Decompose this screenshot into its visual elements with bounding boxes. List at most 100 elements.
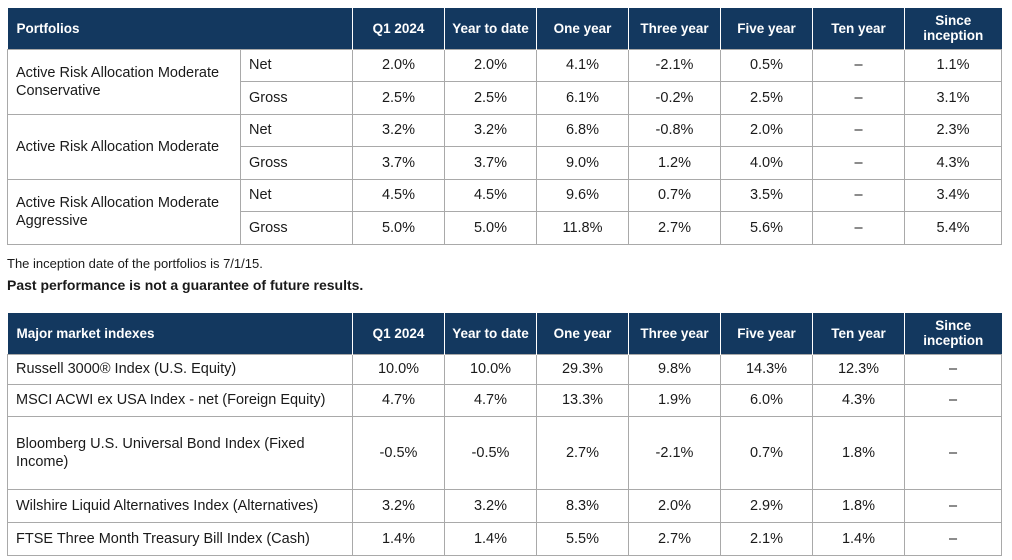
value-cell: 6.8% xyxy=(536,113,629,147)
value-cell: 0.7% xyxy=(720,415,813,490)
value-cell: – xyxy=(904,488,1002,523)
header-since-inception: Since inception xyxy=(904,313,1002,354)
value-cell: 4.0% xyxy=(720,146,813,180)
header-three-year: Three year xyxy=(628,313,721,354)
portfolios-table: Portfolios Q1 2024 Year to date One year… xyxy=(7,8,1002,245)
table-row: FTSE Three Month Treasury Bill Index (Ca… xyxy=(7,521,1002,556)
value-cell: 13.3% xyxy=(536,383,629,417)
value-cell: 3.7% xyxy=(444,146,537,180)
portfolio-name: Active Risk Allocation Moderate Conserva… xyxy=(7,48,241,115)
value-cell: 5.4% xyxy=(904,211,1002,245)
value-cell: 1.9% xyxy=(628,383,721,417)
value-cell: – xyxy=(812,211,905,245)
table-row: Active Risk Allocation Moderate Conserva… xyxy=(7,48,1002,115)
table-row: Wilshire Liquid Alternatives Index (Alte… xyxy=(7,488,1002,523)
value-cell: 2.0% xyxy=(352,48,445,82)
value-cell: 2.0% xyxy=(720,113,813,147)
index-name: Wilshire Liquid Alternatives Index (Alte… xyxy=(7,488,353,523)
value-cell: 4.1% xyxy=(536,48,629,82)
value-cell: 1.8% xyxy=(812,415,905,490)
value-cell: – xyxy=(812,48,905,82)
header-year-to-date: Year to date xyxy=(444,8,537,49)
value-cell: 2.1% xyxy=(720,521,813,556)
value-cell: 1.8% xyxy=(812,488,905,523)
value-cell: 1.1% xyxy=(904,48,1002,82)
value-cell: – xyxy=(904,353,1002,385)
value-cell: 9.8% xyxy=(628,353,721,385)
value-cell: 3.4% xyxy=(904,178,1002,212)
value-cell: 2.5% xyxy=(352,81,445,115)
value-cell: 1.2% xyxy=(628,146,721,180)
value-cell: – xyxy=(812,81,905,115)
header-ten-year: Ten year xyxy=(812,313,905,354)
return-type: Net xyxy=(240,113,353,147)
value-cell: 4.7% xyxy=(444,383,537,417)
value-cell: 5.0% xyxy=(444,211,537,245)
header-five-year: Five year xyxy=(720,8,813,49)
indexes-table: Major market indexes Q1 2024 Year to dat… xyxy=(7,313,1002,556)
value-cell: 3.2% xyxy=(444,488,537,523)
value-cell: 2.7% xyxy=(536,415,629,490)
value-cell: -0.8% xyxy=(628,113,721,147)
value-cell: 0.7% xyxy=(628,178,721,212)
inception-note: The inception date of the portfolios is … xyxy=(7,256,263,271)
value-cell: 2.3% xyxy=(904,113,1002,147)
table-row: Bloomberg U.S. Universal Bond Index (Fix… xyxy=(7,415,1002,490)
return-type: Gross xyxy=(240,81,353,115)
table-row: Active Risk Allocation Moderate Aggressi… xyxy=(7,178,1002,245)
value-cell: 10.0% xyxy=(352,353,445,385)
portfolios-header-row: Portfolios Q1 2024 Year to date One year… xyxy=(7,8,1002,49)
value-cell: 5.5% xyxy=(536,521,629,556)
value-cell: 2.5% xyxy=(720,81,813,115)
value-cell: 14.3% xyxy=(720,353,813,385)
value-cell: 4.3% xyxy=(904,146,1002,180)
header-one-year: One year xyxy=(536,8,629,49)
table-row: Gross 2.5% 2.5% 6.1% -0.2% 2.5% – 3.1% xyxy=(8,81,1002,115)
value-cell: 2.7% xyxy=(628,211,721,245)
value-cell: 1.4% xyxy=(812,521,905,556)
index-name: Bloomberg U.S. Universal Bond Index (Fix… xyxy=(7,415,353,490)
value-cell: 3.2% xyxy=(444,113,537,147)
header-three-year: Three year xyxy=(628,8,721,49)
header-since-inception: Since inception xyxy=(904,8,1002,49)
value-cell: 2.0% xyxy=(444,48,537,82)
value-cell: 3.2% xyxy=(352,488,445,523)
indexes-header-row: Major market indexes Q1 2024 Year to dat… xyxy=(7,313,1002,354)
portfolio-name: Active Risk Allocation Moderate Aggressi… xyxy=(7,178,241,245)
value-cell: – xyxy=(812,178,905,212)
value-cell: 2.0% xyxy=(628,488,721,523)
header-major-market-indexes: Major market indexes xyxy=(7,313,353,354)
value-cell: 0.5% xyxy=(720,48,813,82)
header-portfolios: Portfolios xyxy=(7,8,353,49)
value-cell: -2.1% xyxy=(628,415,721,490)
return-type: Gross xyxy=(240,211,353,245)
value-cell: – xyxy=(812,146,905,180)
value-cell: 3.1% xyxy=(904,81,1002,115)
value-cell: 9.0% xyxy=(536,146,629,180)
value-cell: – xyxy=(904,383,1002,417)
value-cell: 29.3% xyxy=(536,353,629,385)
return-type: Net xyxy=(240,178,353,212)
value-cell: 3.5% xyxy=(720,178,813,212)
index-name: Russell 3000® Index (U.S. Equity) xyxy=(7,353,353,385)
header-ten-year: Ten year xyxy=(812,8,905,49)
header-q1-2024: Q1 2024 xyxy=(352,313,445,354)
value-cell: 6.1% xyxy=(536,81,629,115)
header-one-year: One year xyxy=(536,313,629,354)
value-cell: 11.8% xyxy=(536,211,629,245)
return-type: Net xyxy=(240,48,353,82)
performance-disclaimer: Past performance is not a guarantee of f… xyxy=(7,277,364,293)
value-cell: 6.0% xyxy=(720,383,813,417)
table-row: Russell 3000® Index (U.S. Equity) 10.0% … xyxy=(7,353,1002,385)
value-cell: -0.5% xyxy=(444,415,537,490)
header-year-to-date: Year to date xyxy=(444,313,537,354)
value-cell: 1.4% xyxy=(352,521,445,556)
value-cell: – xyxy=(904,521,1002,556)
value-cell: – xyxy=(904,415,1002,490)
value-cell: -0.2% xyxy=(628,81,721,115)
value-cell: 3.7% xyxy=(352,146,445,180)
value-cell: 9.6% xyxy=(536,178,629,212)
index-name: FTSE Three Month Treasury Bill Index (Ca… xyxy=(7,521,353,556)
table-row: Gross 5.0% 5.0% 11.8% 2.7% 5.6% – 5.4% xyxy=(8,211,1002,245)
value-cell: 4.5% xyxy=(444,178,537,212)
